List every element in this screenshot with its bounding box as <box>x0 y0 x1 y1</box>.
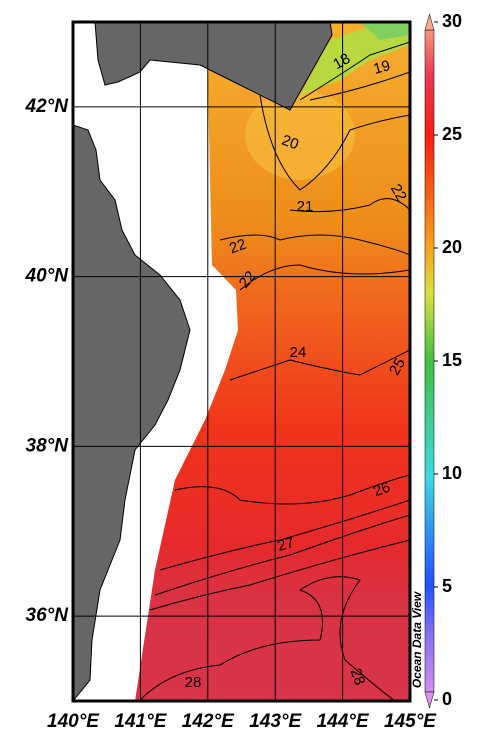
contour-label: 18 <box>330 50 353 73</box>
x-tick-label: 140°E <box>47 711 100 732</box>
y-tick-label: 42°N <box>25 96 70 117</box>
land-hokkaido <box>94 22 333 111</box>
y-tick-label: 40°N <box>25 266 70 287</box>
contour-label: 20 <box>279 132 300 154</box>
y-tick-label: 36°N <box>26 605 70 626</box>
colorbar-label: 25 <box>442 124 462 144</box>
cold-patch <box>300 22 410 95</box>
x-tick-label: 141°E <box>114 711 167 732</box>
contour-label: 26 <box>371 479 392 501</box>
y-tick-label: 38°N <box>26 435 70 456</box>
map-area <box>73 22 410 701</box>
land-honshu <box>73 124 191 701</box>
contour-label: 25 <box>386 355 409 378</box>
contour-label: 22 <box>387 181 410 204</box>
colorbar-label: 0 <box>442 689 452 709</box>
colorbar-label: 20 <box>442 237 462 257</box>
x-tick-label: 143°E <box>249 711 302 732</box>
colorbar-label: 5 <box>442 576 452 596</box>
colorbar-max-arrow <box>424 13 435 31</box>
warm-patch <box>245 90 355 180</box>
contour-label: 28 <box>347 666 369 687</box>
x-tick-label: 144°E <box>317 711 370 732</box>
x-tick-label: 145°E <box>384 711 437 732</box>
contour-label: 19 <box>372 57 393 78</box>
cold-patch <box>360 22 410 40</box>
map-frame <box>71 20 412 703</box>
contours <box>139 41 410 701</box>
contour-label: 21 <box>297 198 314 215</box>
colorbar-label: 15 <box>442 350 462 370</box>
contour-label: 28 <box>185 674 202 691</box>
colorbar-label: 10 <box>442 463 462 483</box>
temperature-field <box>135 22 410 701</box>
colorbar-label: 30 <box>442 11 462 31</box>
contour-label: 22 <box>227 236 248 258</box>
colorbar-min-arrow <box>424 691 435 709</box>
colorbar <box>424 29 435 693</box>
contour-label: 24 <box>290 344 307 361</box>
credit: Ocean Data View <box>410 591 424 688</box>
x-tick-label: 142°E <box>182 711 235 732</box>
contour-label: 27 <box>276 534 297 555</box>
